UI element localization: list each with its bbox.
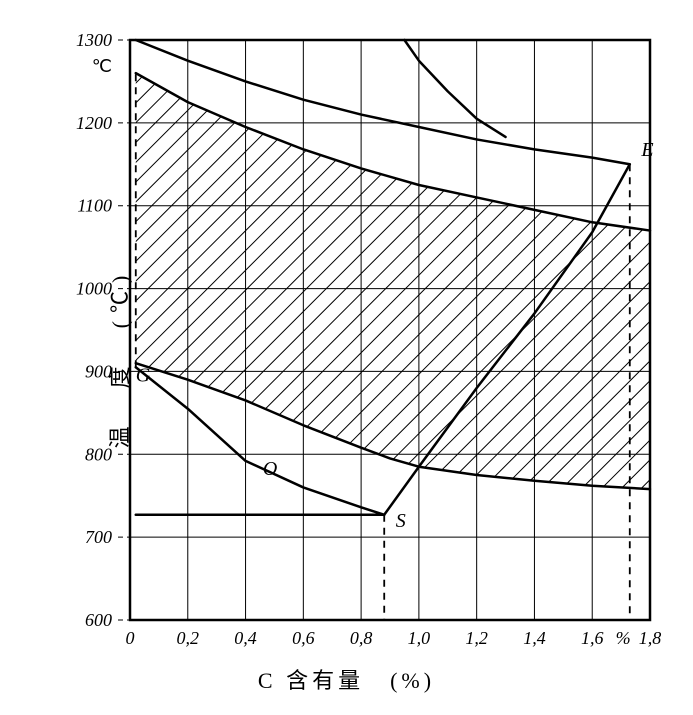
svg-text:1300: 1300 (76, 30, 112, 50)
svg-text:1,2: 1,2 (465, 628, 488, 648)
svg-text:%: % (616, 628, 631, 648)
svg-text:600: 600 (85, 610, 112, 630)
x-axis-label: C 含有量 (%) (258, 663, 435, 695)
svg-text:1100: 1100 (77, 196, 112, 216)
svg-text:0: 0 (126, 628, 135, 648)
svg-text:1,6: 1,6 (581, 628, 604, 648)
svg-text:0,4: 0,4 (234, 628, 256, 648)
y-axis-label: 温 度 (℃) (102, 267, 134, 448)
svg-text:1,4: 1,4 (523, 628, 546, 648)
svg-text:O: O (263, 458, 277, 480)
svg-text:G: G (136, 364, 151, 386)
svg-text:0,2: 0,2 (177, 628, 200, 648)
svg-text:1200: 1200 (76, 113, 112, 133)
phase-diagram-chart: 6007008009001000110012001300℃00,20,40,60… (20, 20, 673, 695)
svg-text:0,8: 0,8 (350, 628, 373, 648)
svg-text:1,0: 1,0 (408, 628, 431, 648)
svg-text:℃: ℃ (92, 56, 112, 76)
svg-text:700: 700 (85, 527, 112, 547)
svg-text:0,6: 0,6 (292, 628, 315, 648)
svg-text:E: E (640, 139, 653, 161)
svg-text:1,8: 1,8 (639, 628, 662, 648)
svg-text:S: S (396, 510, 406, 532)
